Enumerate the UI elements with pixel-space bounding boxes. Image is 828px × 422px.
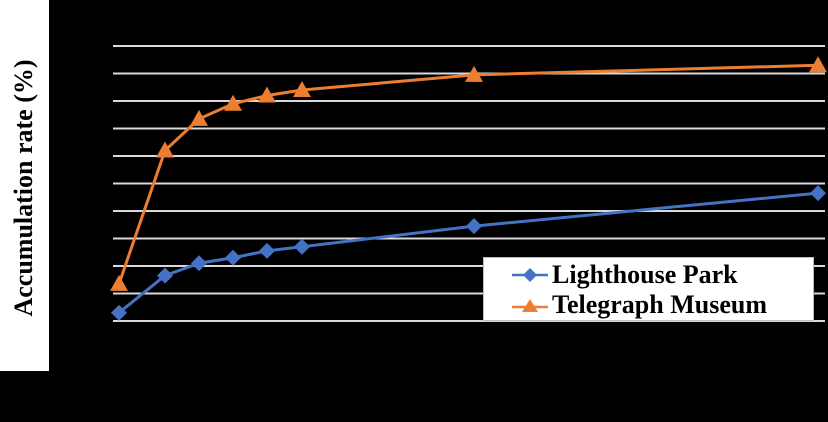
triangle-marker-icon <box>190 109 208 126</box>
series-markers <box>110 56 827 321</box>
triangle-marker-icon <box>156 141 174 158</box>
triangle-marker-icon <box>293 81 311 97</box>
triangle-marker-icon <box>224 94 242 111</box>
legend-label: Telegraph Museum <box>552 290 767 319</box>
diamond-marker-icon <box>259 242 275 259</box>
diamond-marker-icon <box>157 267 173 284</box>
triangle-marker-icon <box>258 86 276 103</box>
series-line-2 <box>117 63 819 285</box>
legend: Lighthouse Park Telegraph Museum <box>483 257 814 321</box>
triangle-marker-icon <box>809 56 827 73</box>
triangle-marker-icon <box>110 274 128 291</box>
legend-item-telegraph-museum: Telegraph Museum <box>512 290 767 320</box>
triangle-marker-icon <box>512 299 548 312</box>
diamond-marker-icon <box>111 304 127 321</box>
diamond-marker-icon <box>810 185 826 202</box>
diamond-marker-icon <box>512 268 548 282</box>
y-axis-label-panel: Accumulation rate (%) <box>0 0 49 371</box>
triangle-marker-icon <box>465 65 483 82</box>
diamond-marker-icon <box>294 238 310 255</box>
diamond-marker-icon <box>466 218 482 235</box>
diamond-marker-icon <box>191 255 207 272</box>
legend-item-lighthouse-park: Lighthouse Park <box>512 260 738 290</box>
diamond-marker-icon <box>225 249 241 266</box>
legend-label: Lighthouse Park <box>552 260 738 289</box>
